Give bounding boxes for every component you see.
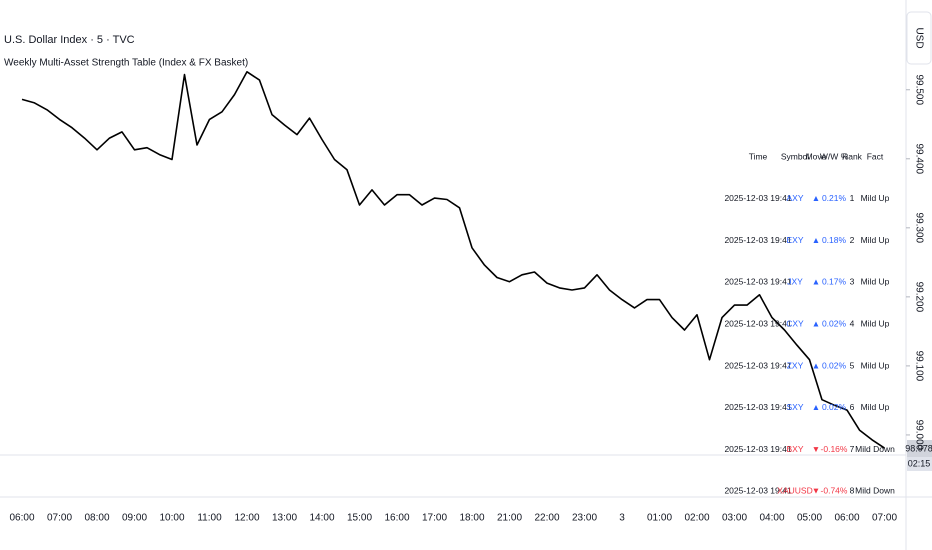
x-tick-label: 15:00	[347, 513, 372, 524]
table-cell: Mild Up	[861, 193, 890, 203]
table-cell: Mild Up	[861, 360, 890, 370]
x-tick-label: 07:00	[47, 513, 72, 524]
table-cell: 1	[850, 193, 855, 203]
table-cell: ZXY	[787, 360, 804, 370]
x-tick-label: 23:00	[572, 513, 597, 524]
table-cell: 2025-12-03 19:41	[724, 444, 791, 454]
table-cell: 2025-12-03 19:41	[724, 402, 791, 412]
x-tick-label: 04:00	[759, 513, 784, 524]
table-cell: ▲	[812, 360, 820, 370]
x-tick-label: 03:00	[722, 513, 747, 524]
table-cell: AXY	[786, 193, 803, 203]
table-header: Fact	[867, 151, 884, 161]
x-tick-label: 06:00	[834, 513, 859, 524]
y-tick-label: 99.200	[913, 282, 924, 313]
x-tick-label: 17:00	[422, 513, 447, 524]
x-tick-label: 22:00	[534, 513, 559, 524]
table-header: W/W %	[820, 151, 849, 161]
table-cell: BXY	[786, 444, 803, 454]
last-price: 98.978	[905, 443, 932, 453]
table-cell: 8	[850, 486, 855, 496]
table-cell: ▲	[812, 235, 820, 245]
table-cell: 2025-12-03 19:41	[724, 360, 791, 370]
table-header: Move	[806, 151, 827, 161]
x-tick-label: 14:00	[309, 513, 334, 524]
table-cell: SXY	[786, 402, 803, 412]
chart-title: U.S. Dollar Index · 5 · TVC	[4, 34, 135, 46]
x-tick-label: 16:00	[384, 513, 409, 524]
x-tick-label: 01:00	[647, 513, 672, 524]
table-cell: Mild Down	[855, 444, 895, 454]
table-cell: ▼	[812, 444, 820, 454]
table-cell: Mild Up	[861, 235, 890, 245]
x-tick-label: 10:00	[159, 513, 184, 524]
table-header: Time	[749, 151, 768, 161]
y-tick-label: 99.000	[913, 420, 924, 451]
y-tick-label: 99.500	[913, 74, 924, 105]
indicator-title: Weekly Multi-Asset Strength Table (Index…	[4, 58, 248, 69]
table-cell: 5	[850, 360, 855, 370]
table-cell: -0.74%	[821, 486, 848, 496]
x-tick-label: 21:00	[497, 513, 522, 524]
x-tick-label: 06:00	[9, 513, 34, 524]
table-cell: ▲	[812, 277, 820, 287]
table-cell: Mild Up	[861, 318, 890, 328]
x-tick-label: 02:00	[684, 513, 709, 524]
x-tick-label: 07:00	[872, 513, 897, 524]
table-cell: 4	[850, 318, 855, 328]
y-tick-label: 99.100	[913, 351, 924, 382]
table-cell: ▲	[812, 318, 820, 328]
table-cell: EXY	[786, 235, 803, 245]
table-cell: 3	[850, 277, 855, 287]
y-tick-label: 99.300	[913, 213, 924, 244]
table-cell: 0.02%	[822, 360, 847, 370]
currency-button[interactable]	[906, 11, 932, 65]
table-cell: 2025-12-03 19:41	[724, 318, 791, 328]
y-tick-label: 99.400	[913, 143, 924, 174]
table-cell: 0.17%	[822, 277, 847, 287]
table-cell: 0.21%	[822, 193, 847, 203]
countdown-box	[907, 457, 932, 471]
table-cell: ▲	[812, 193, 820, 203]
price-line	[21, 71, 885, 449]
table-cell: 2025-12-03 19:41	[724, 235, 791, 245]
table-cell: 0.02%	[822, 318, 847, 328]
x-tick-label: 13:00	[272, 513, 297, 524]
x-tick-label: 12:00	[234, 513, 259, 524]
table-cell: CXY	[786, 318, 804, 328]
x-tick-label: 05:00	[797, 513, 822, 524]
table-cell: JXY	[787, 277, 803, 287]
countdown: 02:15	[908, 458, 931, 468]
x-tick-label: 18:00	[459, 513, 484, 524]
table-cell: 2025-12-03 19:41	[724, 486, 791, 496]
x-tick-label: 3	[619, 513, 625, 524]
x-tick-label: 11:00	[197, 513, 222, 524]
table-cell: Mild Up	[861, 277, 890, 287]
table-cell: 6	[850, 402, 855, 412]
table-cell: 2	[850, 235, 855, 245]
x-tick-label: 08:00	[84, 513, 109, 524]
table-cell: Mild Down	[855, 486, 895, 496]
x-tick-label: 09:00	[122, 513, 147, 524]
table-cell: 0.18%	[822, 235, 847, 245]
table-cell: 0.02%	[822, 402, 847, 412]
table-cell: 2025-12-03 19:41	[724, 277, 791, 287]
currency-label: USD	[913, 27, 924, 48]
table-cell: XAUUSD	[777, 486, 812, 496]
last-price-box	[907, 440, 932, 457]
table-header: Rank	[842, 151, 863, 161]
table-header: Symbol	[781, 151, 809, 161]
table-cell: 7	[850, 444, 855, 454]
table-cell: ▼	[812, 486, 820, 496]
table-cell: 2025-12-03 19:41	[724, 193, 791, 203]
table-cell: Mild Up	[861, 402, 890, 412]
table-cell: -0.16%	[821, 444, 848, 454]
table-cell: ▲	[812, 402, 820, 412]
